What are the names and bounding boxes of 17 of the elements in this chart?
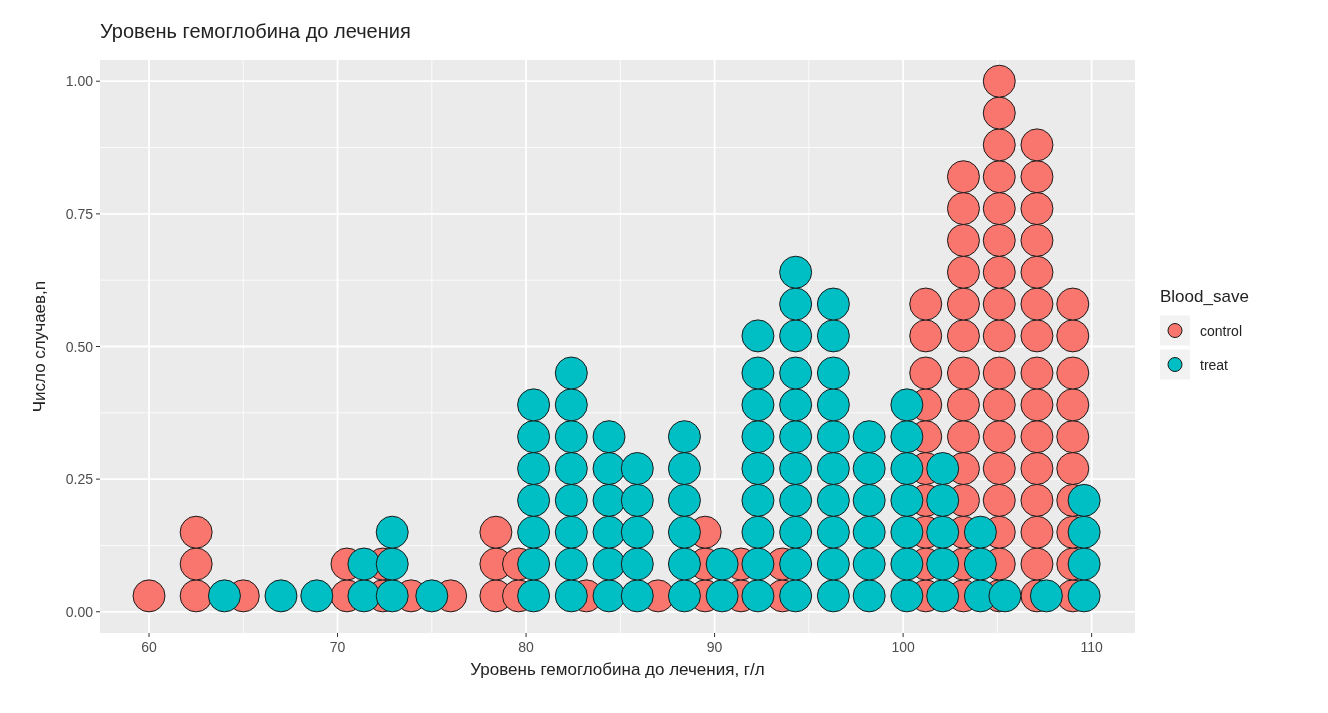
chart-title: Уровень гемоглобина до лечения	[100, 20, 411, 42]
y-axis-title: Число случаев,n	[30, 280, 49, 413]
x-tick-label: 70	[329, 639, 346, 655]
x-tick-label: 100	[891, 639, 916, 655]
x-tick-label: 80	[518, 639, 535, 655]
y-tick-label: 0.75	[65, 205, 94, 222]
x-tick-label: 110	[1080, 639, 1104, 655]
y-tick-label: 0.50	[65, 338, 94, 355]
legend-title: Blood_save	[1160, 286, 1249, 306]
y-tick-label: 1.00	[65, 73, 94, 90]
y-tick-label: 0.00	[65, 603, 94, 620]
x-axis-title: Уровень гемоглобина до лечения, г/л	[470, 660, 765, 679]
y-tick-label: 0.25	[65, 471, 94, 488]
x-tick-label: 90	[706, 639, 723, 655]
legend-label: treat	[1200, 356, 1229, 373]
x-tick-label: 60	[141, 639, 158, 655]
legend-label: control	[1200, 322, 1243, 339]
